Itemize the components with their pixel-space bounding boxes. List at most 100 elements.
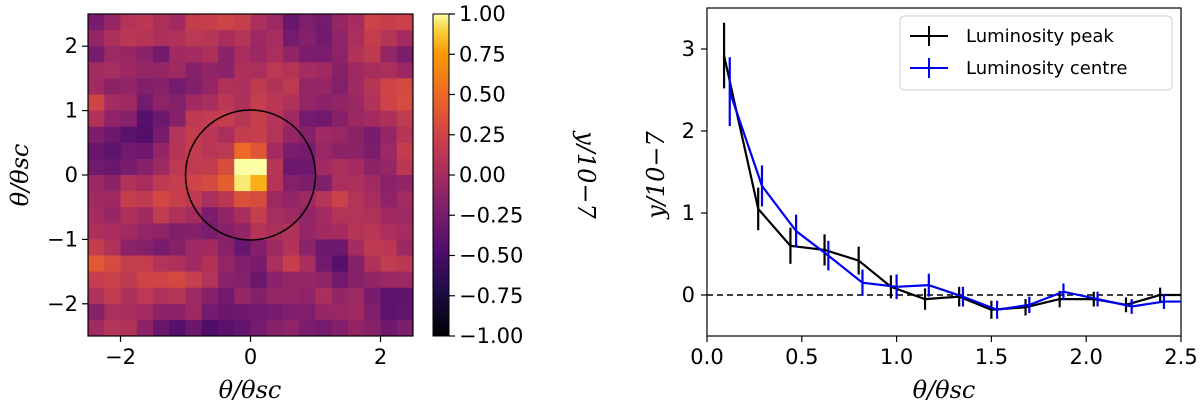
heatmap-cell xyxy=(136,78,154,96)
heatmap-cell xyxy=(364,126,382,144)
heatmap-cell xyxy=(218,223,235,240)
heatmap-cell xyxy=(380,287,398,305)
heatmap-cell xyxy=(331,78,349,96)
heatmap-cell xyxy=(218,14,235,31)
heatmap-cell xyxy=(283,78,300,96)
heatmap-cell xyxy=(185,207,203,224)
heatmap-cell xyxy=(348,255,365,273)
heatmap-cell xyxy=(250,62,268,79)
lineplot-y-ticks: 0 1 2 3 xyxy=(682,37,707,307)
lineplot-x-ticks: 0.0 0.5 1.0 1.5 2.0 2.5 xyxy=(690,336,1198,369)
lineplot-x-tick-label: 2.0 xyxy=(1069,345,1102,369)
heatmap-cell xyxy=(364,207,382,224)
series-line-0 xyxy=(722,55,1181,311)
heatmap-cell xyxy=(136,239,154,257)
heatmap-cell xyxy=(201,94,219,112)
heatmap-cell xyxy=(169,271,187,289)
heatmap-cell xyxy=(136,126,154,144)
lineplot-x-tick-label: 1.5 xyxy=(975,345,1008,369)
heatmap-cell xyxy=(136,142,154,160)
heatmap-cell xyxy=(315,94,333,112)
heatmap-cell xyxy=(380,62,398,79)
heatmap-cell xyxy=(169,142,187,160)
lineplot-x-tick-label: 2.5 xyxy=(1164,345,1197,369)
heatmap-cell xyxy=(120,175,138,192)
heatmap-cell xyxy=(201,175,219,192)
heatmap-cell xyxy=(201,126,219,144)
heatmap-cell xyxy=(104,142,122,160)
heatmap-cell xyxy=(331,223,349,240)
heatmap-cell xyxy=(396,158,413,176)
heatmap-cell xyxy=(120,287,138,305)
heatmap-cell xyxy=(266,142,284,160)
heatmap-cell xyxy=(331,142,349,160)
heatmap-cell xyxy=(396,142,413,160)
heatmap-cell xyxy=(104,191,122,208)
heatmap-cell xyxy=(153,158,170,176)
heatmap-cell xyxy=(201,30,219,47)
heatmap-cell xyxy=(250,46,268,63)
heatmap-cell xyxy=(88,239,105,257)
heatmap-cell xyxy=(201,287,219,305)
heatmap-cell xyxy=(315,78,333,96)
heatmap-cell xyxy=(348,30,365,47)
heatmap-cell xyxy=(348,223,365,240)
heatmap-cell xyxy=(104,239,122,257)
heatmap-cell xyxy=(234,46,252,63)
heatmap-cell xyxy=(120,94,138,112)
heatmap-cell xyxy=(315,126,333,144)
heatmap-cell xyxy=(153,78,170,96)
heatmap-cell xyxy=(185,14,203,31)
heatmap-cell xyxy=(218,207,235,224)
heatmap-cell xyxy=(104,158,122,176)
heatmap-cell xyxy=(153,14,170,31)
heatmap-cell xyxy=(315,319,333,336)
heatmap-cell xyxy=(266,239,284,257)
heatmap-cell xyxy=(364,287,382,305)
heatmap-cell xyxy=(120,255,138,273)
heatmap-cell xyxy=(136,175,154,192)
heatmap-cell xyxy=(88,303,105,321)
heatmap-cell xyxy=(88,191,105,208)
heatmap-cell xyxy=(120,223,138,240)
heatmap-cell xyxy=(250,14,268,31)
heatmap-cell xyxy=(218,191,235,208)
heatmap-cell xyxy=(136,319,154,336)
heatmap-cell xyxy=(348,239,365,257)
heatmap-cell xyxy=(201,319,219,336)
heatmap-cell xyxy=(315,271,333,289)
series-line-1 xyxy=(728,91,1181,311)
heatmap-cell xyxy=(396,255,413,273)
colorbar-label: y/10−7 xyxy=(572,130,600,219)
heatmap-cell xyxy=(348,78,365,96)
heatmap-cell xyxy=(104,207,122,224)
legend-box xyxy=(899,15,1173,91)
heatmap-cell xyxy=(266,191,284,208)
heatmap-cell xyxy=(104,78,122,96)
heatmap-cell xyxy=(331,14,349,31)
heatmap-cell xyxy=(218,94,235,112)
heatmap-cell xyxy=(104,14,122,31)
heatmap-cell xyxy=(331,175,349,192)
heatmap-cell xyxy=(218,78,235,96)
heatmap-y-ticks: −2 −1 0 1 2 xyxy=(47,34,88,316)
heatmap-cell xyxy=(120,46,138,63)
heatmap-cell xyxy=(201,62,219,79)
heatmap-cell xyxy=(120,303,138,321)
line-series-group xyxy=(722,22,1181,319)
heatmap-cell xyxy=(185,94,203,112)
heatmap-cell xyxy=(380,255,398,273)
heatmap-cell xyxy=(266,158,284,176)
heatmap-cell xyxy=(218,62,235,79)
lineplot-x-tick-label: 0.0 xyxy=(690,345,723,369)
heatmap-cell xyxy=(266,223,284,240)
heatmap-cell xyxy=(331,126,349,144)
heatmap-cell xyxy=(283,239,300,257)
heatmap-cell xyxy=(185,287,203,305)
heatmap-cell xyxy=(104,110,122,128)
lineplot-frame xyxy=(706,7,1182,337)
heatmap-cell xyxy=(299,78,317,96)
heatmap-cell xyxy=(266,62,284,79)
heatmap-cell xyxy=(136,287,154,305)
